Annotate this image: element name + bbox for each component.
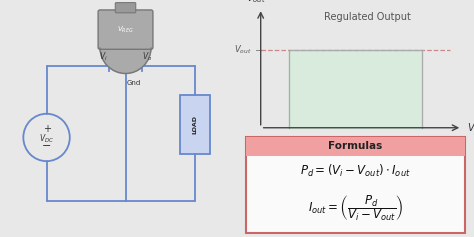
- Polygon shape: [100, 47, 151, 73]
- Text: $V_{REG}$: $V_{REG}$: [117, 24, 134, 35]
- FancyBboxPatch shape: [246, 137, 465, 156]
- Text: $V_i$: $V_i$: [99, 50, 108, 63]
- Text: $I_{out} = \left( \dfrac{P_d}{V_i - V_{out}} \right)$: $I_{out} = \left( \dfrac{P_d}{V_i - V_{o…: [308, 193, 403, 223]
- FancyBboxPatch shape: [115, 3, 136, 13]
- Text: $V_{i(max)}$: $V_{i(max)}$: [410, 136, 434, 150]
- Text: $V_{out}$: $V_{out}$: [246, 0, 266, 5]
- Text: Gnd: Gnd: [127, 80, 141, 86]
- FancyBboxPatch shape: [98, 10, 153, 49]
- FancyBboxPatch shape: [180, 95, 210, 154]
- FancyBboxPatch shape: [246, 137, 465, 233]
- Text: $V_{i(min)}$: $V_{i(min)}$: [278, 136, 301, 150]
- Text: $V_{DC}$: $V_{DC}$: [39, 132, 54, 145]
- Text: $P_d = (V_i - V_{out}) \cdot I_{out}$: $P_d = (V_i - V_{out}) \cdot I_{out}$: [300, 163, 411, 179]
- Text: LOAD: LOAD: [193, 115, 198, 134]
- Text: Regulated Output: Regulated Output: [324, 12, 411, 22]
- Text: $V_o$: $V_o$: [143, 50, 153, 63]
- Text: $V_{DC}$: $V_{DC}$: [467, 121, 474, 135]
- Text: +: +: [43, 124, 51, 134]
- Text: $V_{out}$: $V_{out}$: [234, 44, 251, 56]
- Text: Formulas: Formulas: [328, 141, 383, 151]
- Text: −: −: [42, 141, 51, 151]
